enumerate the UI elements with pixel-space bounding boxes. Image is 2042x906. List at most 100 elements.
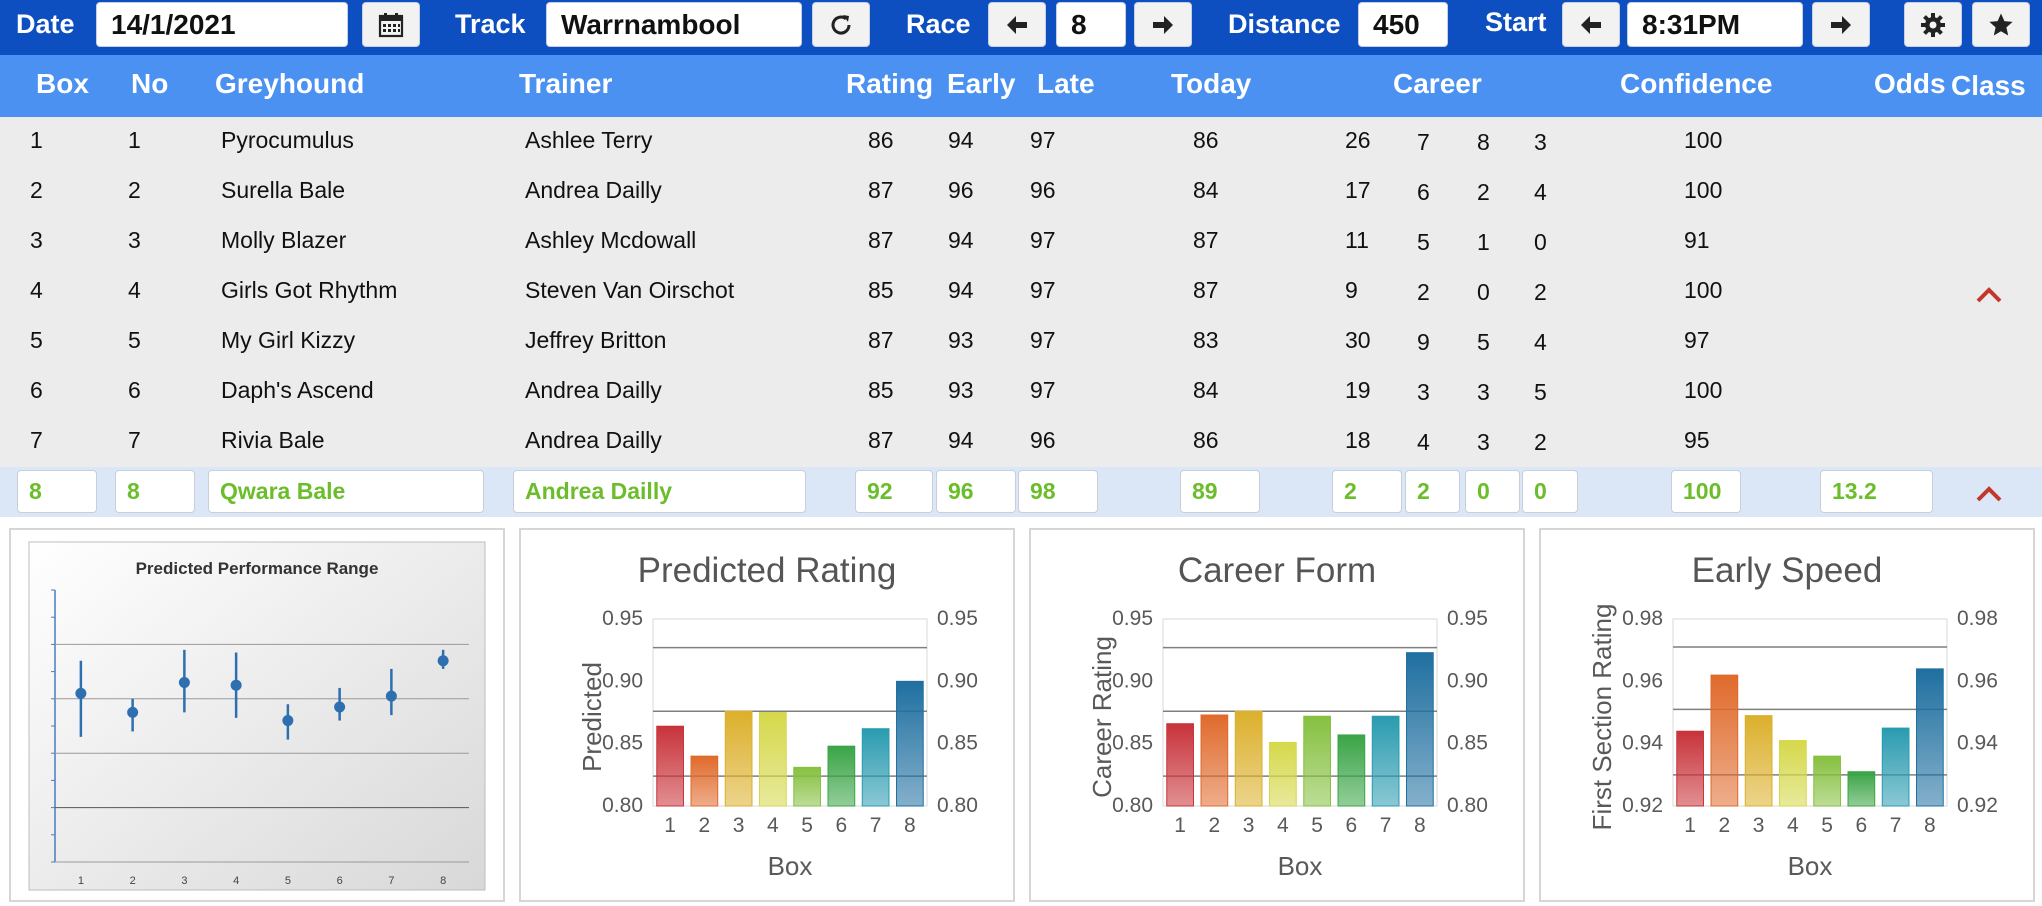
y-tick-label-left: 0.95 <box>1112 607 1153 630</box>
edit-late[interactable]: 98 <box>1018 470 1098 513</box>
bar <box>1847 771 1876 807</box>
cell-early: 96 <box>948 177 974 203</box>
bar <box>1881 727 1910 807</box>
date-picker-button[interactable] <box>362 2 420 47</box>
bar <box>1200 714 1229 807</box>
settings-button[interactable] <box>1904 2 1962 47</box>
selected-row[interactable]: 8 8 Qwara Bale Andrea Dailly 92 96 98 89… <box>0 467 2042 517</box>
y-tick-label-right: 0.80 <box>937 794 978 817</box>
race-prev-button[interactable] <box>988 2 1046 47</box>
plot-area <box>1672 618 1948 807</box>
bar <box>1371 715 1400 807</box>
table-row[interactable]: 4 4 Girls Got Rhythm Steven Van Oirschot… <box>0 267 2042 317</box>
bar <box>793 766 821 807</box>
edit-box[interactable]: 8 <box>17 470 97 513</box>
bar <box>896 680 924 807</box>
cell-late: 97 <box>1030 227 1056 253</box>
cell-early: 93 <box>948 327 974 353</box>
performance-range-panel: Predicted Performance Range 1 2 3 4 5 6 7 8 <box>9 528 505 902</box>
edit-career-starts[interactable]: 2 <box>1332 470 1402 513</box>
track-input[interactable]: Warrnambool <box>546 2 802 47</box>
y-tick-label-left: 0.80 <box>1112 794 1153 817</box>
column-greyhound[interactable]: Greyhound <box>215 68 365 99</box>
start-prev-button[interactable] <box>1562 2 1620 47</box>
edit-confidence[interactable]: 100 <box>1671 470 1741 513</box>
column-early[interactable]: Early <box>947 68 1016 99</box>
table-row[interactable]: 1 1 Pyrocumulus Ashlee Terry 86 94 97 86… <box>0 117 2042 167</box>
column-box[interactable]: Box <box>36 68 89 99</box>
y-tick-label-left: 0.94 <box>1622 732 1663 755</box>
cell-rating: 87 <box>868 227 894 253</box>
cell-rating: 87 <box>868 327 894 353</box>
column-no[interactable]: No <box>131 68 169 99</box>
column-rating[interactable]: Rating <box>846 68 934 99</box>
y-tick-label-right: 0.96 <box>1957 669 1998 692</box>
y-tick-label-left: 0.96 <box>1622 669 1663 692</box>
race-next-button[interactable] <box>1134 2 1192 47</box>
cell-no: 5 <box>128 327 141 353</box>
column-confidence[interactable]: Confidence <box>1620 68 1773 99</box>
start-next-button[interactable] <box>1812 2 1870 47</box>
edit-odds[interactable]: 13.2 <box>1820 470 1933 513</box>
column-trainer[interactable]: Trainer <box>519 68 613 99</box>
column-today[interactable]: Today <box>1171 68 1252 99</box>
edit-career-thirds[interactable]: 0 <box>1522 470 1578 513</box>
cell-career-wins: 2 <box>1417 279 1430 305</box>
column-class[interactable]: Class <box>1951 70 2026 101</box>
table-row[interactable]: 7 7 Rivia Bale Andrea Dailly 87 94 96 86… <box>0 417 2042 467</box>
edit-rating[interactable]: 92 <box>855 470 933 513</box>
favorite-button[interactable] <box>1972 2 2030 47</box>
track-label: Track <box>455 9 526 39</box>
edit-trainer[interactable]: Andrea Dailly <box>513 470 806 513</box>
y-tick-label-right: 0.90 <box>937 669 978 692</box>
x-tick-label: 3 <box>1753 814 1765 837</box>
y-tick-label-left: 0.90 <box>602 669 643 692</box>
x-tick-label: 5 <box>285 875 291 887</box>
early-speed-chart: Early Speed First Section Rating Box 0.9… <box>1587 551 1998 881</box>
cell-trainer: Ashley Mcdowall <box>525 227 697 253</box>
cell-confidence: 95 <box>1684 427 1710 453</box>
distance-input[interactable]: 450 <box>1358 2 1448 47</box>
y-tick-label-left: 0.90 <box>1112 669 1153 692</box>
cell-no: 3 <box>128 227 141 253</box>
edit-today[interactable]: 89 <box>1180 470 1260 513</box>
edit-greyhound[interactable]: Qwara Bale <box>208 470 484 513</box>
table-row[interactable]: 2 2 Surella Bale Andrea Dailly 87 96 96 … <box>0 167 2042 217</box>
bar <box>656 725 684 807</box>
table-row[interactable]: 6 6 Daph's Ascend Andrea Dailly 85 93 97… <box>0 367 2042 417</box>
y-tick-label-left: 0.98 <box>1622 607 1663 630</box>
chevron-up-icon[interactable] <box>1974 285 2004 305</box>
chevron-up-icon[interactable] <box>1974 484 2004 504</box>
edit-career-wins[interactable]: 2 <box>1405 470 1460 513</box>
column-odds[interactable]: Odds <box>1874 68 1946 99</box>
column-career[interactable]: Career <box>1393 68 1482 99</box>
bar <box>1303 715 1331 807</box>
cell-no: 2 <box>128 177 141 203</box>
cell-today: 84 <box>1193 177 1219 203</box>
cell-career-seconds: 5 <box>1477 329 1490 355</box>
cell-early: 94 <box>948 227 974 253</box>
start-time-input[interactable]: 8:31PM <box>1627 2 1803 47</box>
y-tick-label-right: 0.94 <box>1957 732 1998 755</box>
column-late[interactable]: Late <box>1037 68 1095 99</box>
x-tick-label: 2 <box>1209 814 1221 837</box>
edit-early[interactable]: 96 <box>936 470 1016 513</box>
chart-title: Early Speed <box>1692 551 1883 590</box>
cell-career-seconds: 2 <box>1477 179 1490 205</box>
edit-no[interactable]: 8 <box>115 470 195 513</box>
bar <box>1676 730 1704 807</box>
table-row[interactable]: 5 5 My Girl Kizzy Jeffrey Britton 87 93 … <box>0 317 2042 367</box>
edit-career-seconds[interactable]: 0 <box>1465 470 1520 513</box>
cell-box: 2 <box>30 177 43 203</box>
bar <box>759 712 787 807</box>
refresh-button[interactable] <box>812 2 870 47</box>
cell-no: 4 <box>128 277 141 303</box>
table-row[interactable]: 3 3 Molly Blazer Ashley Mcdowall 87 94 9… <box>0 217 2042 267</box>
x-tick-label: 5 <box>801 814 813 837</box>
y-tick-label-right: 0.98 <box>1957 607 1998 630</box>
date-input[interactable]: 14/1/2021 <box>96 2 348 47</box>
cell-box: 7 <box>30 427 43 453</box>
cell-confidence: 100 <box>1684 177 1723 203</box>
arrow-left-icon <box>1581 15 1601 34</box>
race-input[interactable]: 8 <box>1056 2 1126 47</box>
